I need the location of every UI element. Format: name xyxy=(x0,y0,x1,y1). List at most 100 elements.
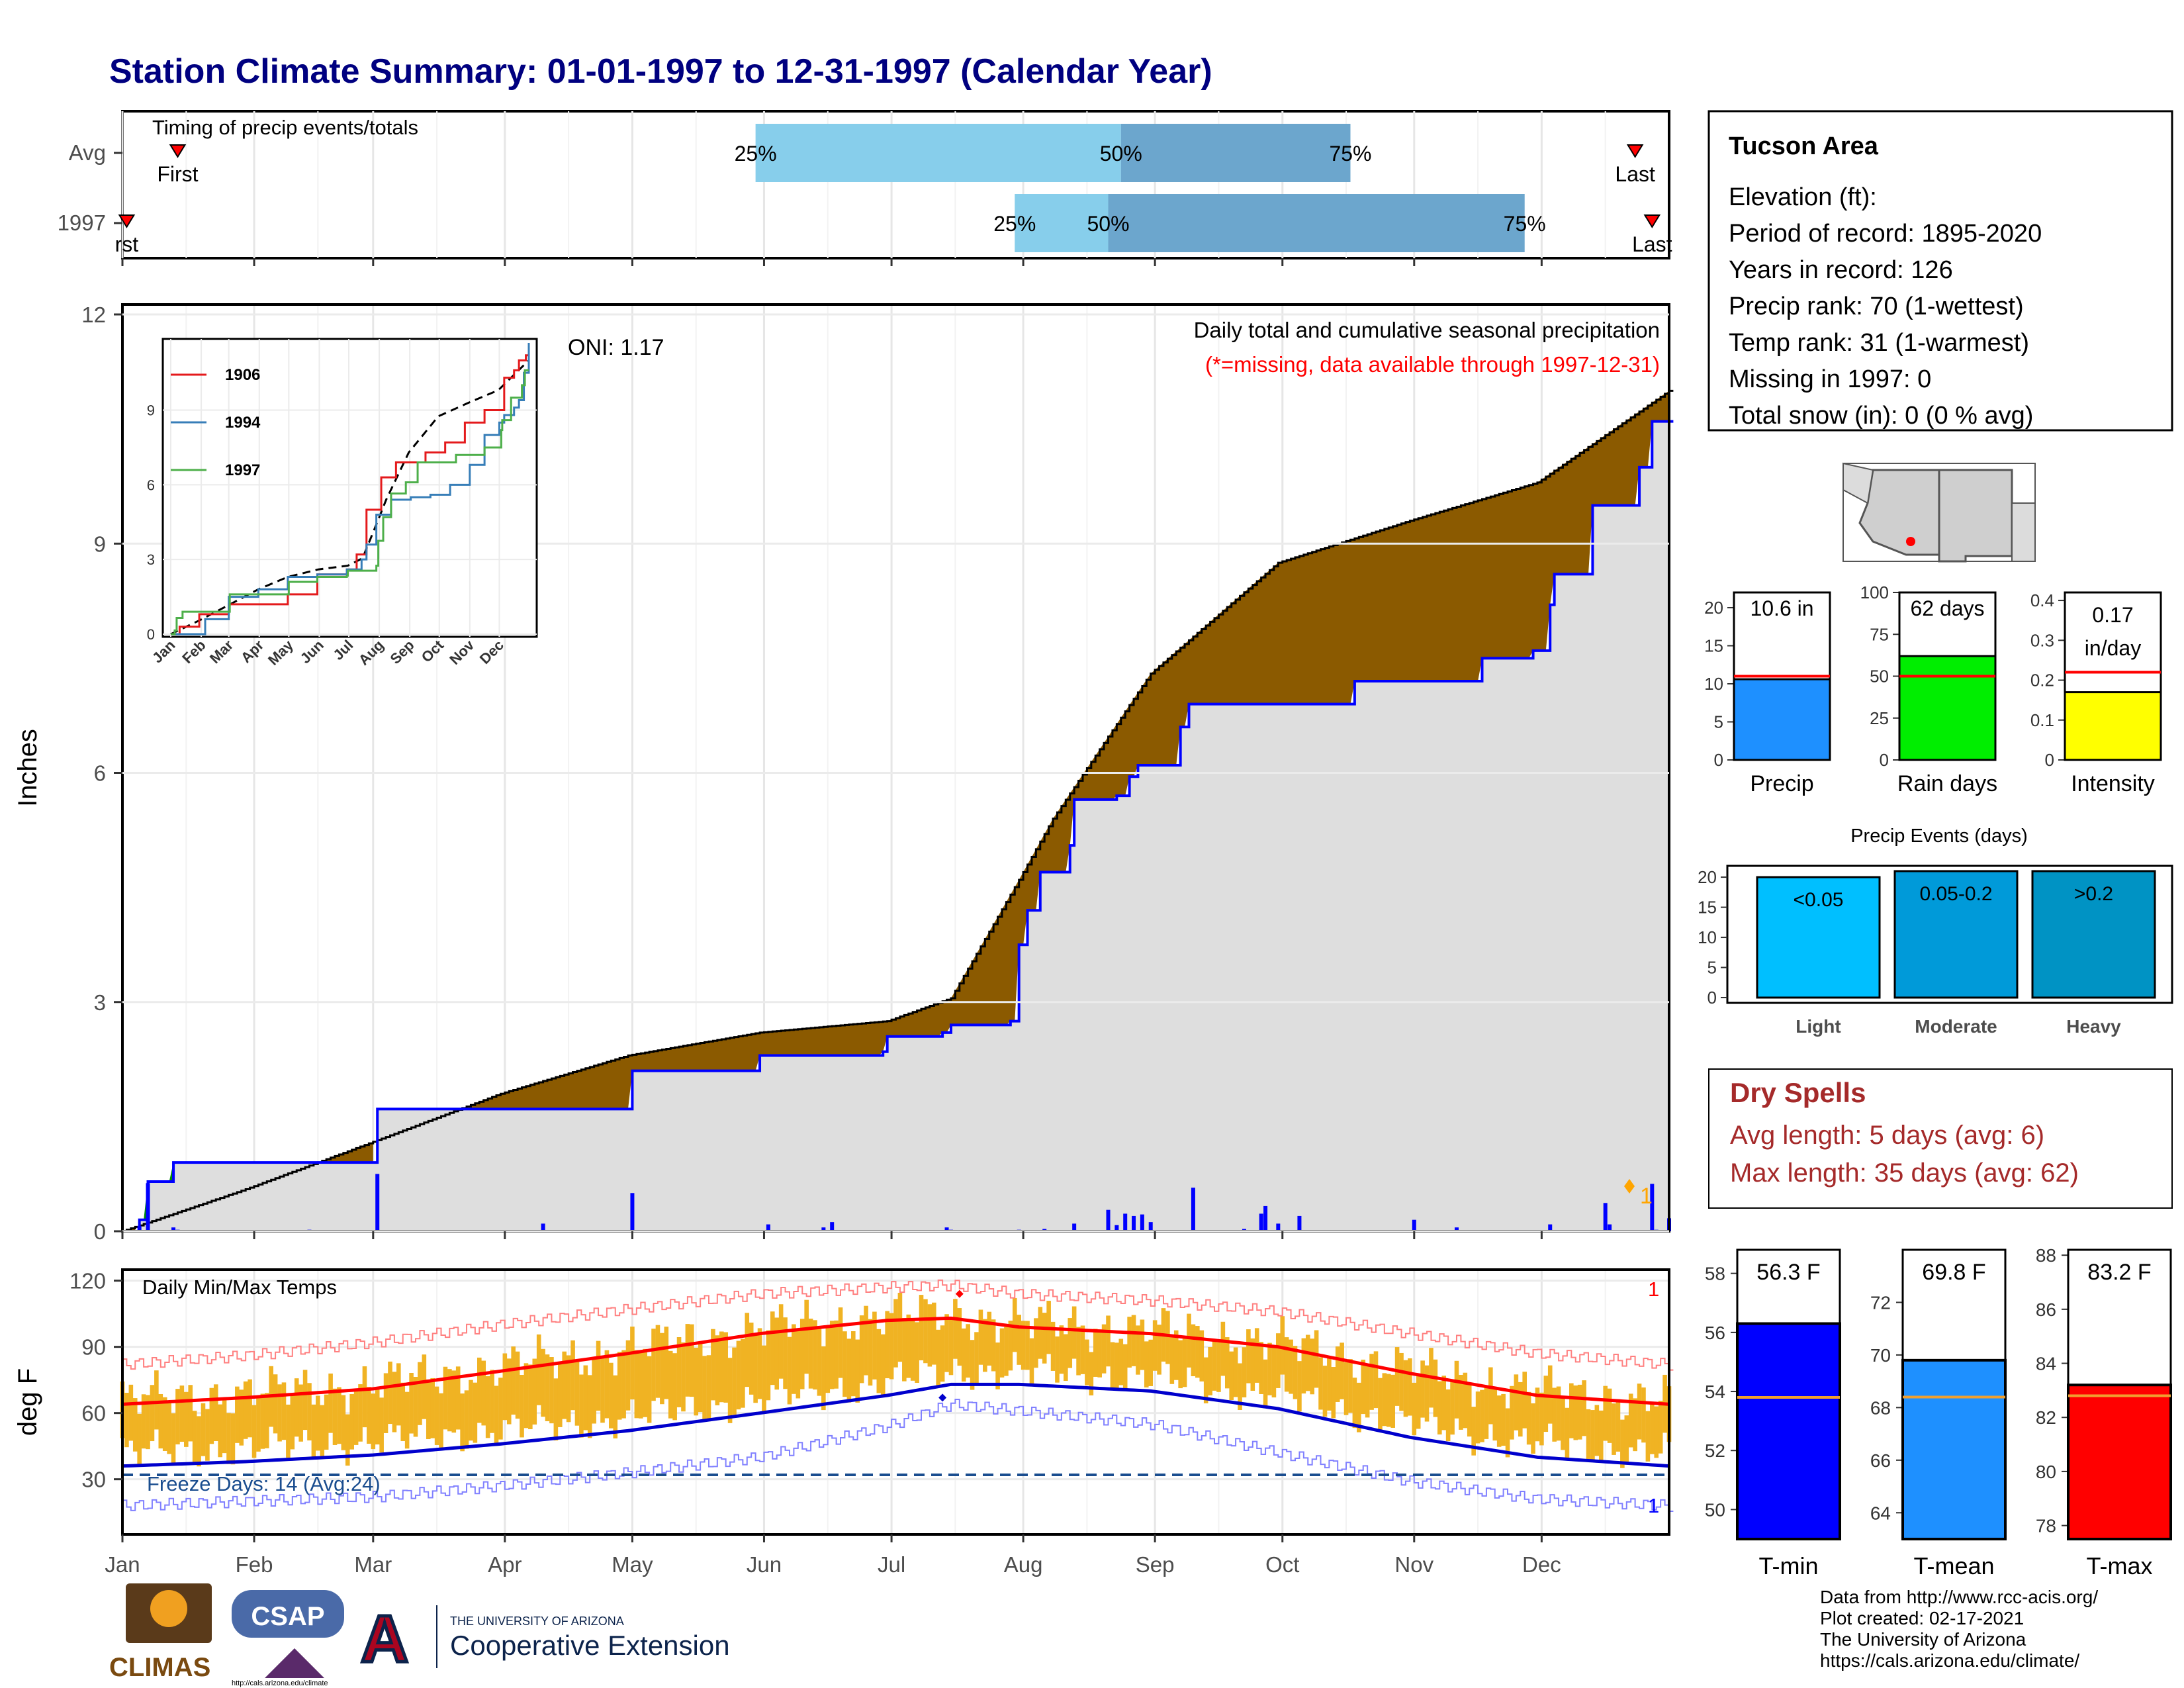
daily-temp-range-bar xyxy=(1157,1325,1161,1375)
inset-y-tick-label: 3 xyxy=(147,551,155,568)
daily-temp-range-bar xyxy=(345,1414,350,1466)
daily-temp-range-bar xyxy=(842,1331,847,1397)
daily-temp-range-bar xyxy=(834,1320,839,1389)
daily-temp-range-bar xyxy=(209,1387,214,1444)
daily-temp-range-bar xyxy=(1590,1410,1595,1460)
timing-first-marker xyxy=(118,214,136,228)
month-label: Nov xyxy=(1394,1552,1433,1577)
temp-panel-label: Daily Min/Max Temps xyxy=(142,1276,337,1299)
daily-temp-range-bar xyxy=(1352,1378,1357,1429)
month-label: Jan xyxy=(105,1552,140,1577)
daily-temp-range-bar xyxy=(562,1351,567,1419)
daily-temp-range-bar xyxy=(1480,1389,1484,1442)
station-location-dot xyxy=(1906,537,1915,546)
daily-temp-range-bar xyxy=(749,1322,754,1395)
daily-temp-range-bar xyxy=(889,1313,894,1380)
daily-temp-range-bar xyxy=(1050,1321,1056,1371)
daily-temp-range-bar xyxy=(1454,1360,1459,1419)
daily-temp-range-bar xyxy=(430,1378,435,1438)
daily-temp-range-bar xyxy=(1343,1362,1349,1415)
record-min-line xyxy=(122,1399,1674,1512)
daily-precip-bar xyxy=(821,1227,826,1231)
daily-temp-range-bar xyxy=(1115,1342,1119,1389)
daily-temp-range-bar xyxy=(1085,1339,1089,1385)
daily-precip-bar xyxy=(137,1225,142,1231)
daily-temp-range-bar xyxy=(651,1329,656,1401)
daily-precip-bar xyxy=(1454,1227,1459,1231)
temp-summary-y-tick-label: 78 xyxy=(2036,1516,2056,1536)
daily-temp-range-bar xyxy=(1382,1373,1387,1427)
summary-value-label: 62 days xyxy=(1910,596,1984,620)
daily-temp-range-bar xyxy=(1208,1346,1212,1395)
temp-y-label: deg F xyxy=(13,1368,42,1436)
temp-summary-y-tick-label: 64 xyxy=(1870,1503,1891,1523)
daily-temp-range-bar xyxy=(880,1334,886,1397)
daily-temp-range-bar xyxy=(1008,1321,1013,1371)
daily-temp-range-bar xyxy=(1212,1340,1217,1391)
average-max-line xyxy=(122,1316,1670,1406)
daily-temp-range-bar xyxy=(404,1391,410,1449)
daily-temp-range-bar xyxy=(1403,1360,1408,1417)
daily-temp-range-bar xyxy=(757,1328,762,1399)
temp-summary-y-tick-label: 54 xyxy=(1705,1382,1725,1402)
daily-precip-bar xyxy=(1276,1223,1281,1231)
month-label: Jul xyxy=(878,1552,905,1577)
daily-temp-range-bar xyxy=(690,1324,694,1397)
daily-precip-bar xyxy=(630,1193,635,1231)
daily-temp-range-bar xyxy=(1556,1386,1561,1441)
summary-category-label: Intensity xyxy=(2071,771,2155,796)
daily-temp-range-bar xyxy=(1284,1337,1289,1392)
daily-temp-range-bar xyxy=(609,1362,614,1429)
daily-temp-range-bar xyxy=(235,1386,240,1443)
precip-y-tick-label: 0 xyxy=(94,1219,106,1244)
inset-legend-label-1997: 1997 xyxy=(225,461,260,479)
summary-y-tick-label: 25 xyxy=(1870,708,1889,728)
daily-temp-range-bar xyxy=(1628,1393,1633,1448)
daily-temp-range-bar xyxy=(150,1385,155,1442)
events-range-label: >0.2 xyxy=(2074,883,2113,905)
daily-temp-range-bar xyxy=(592,1356,596,1424)
daily-temp-range-bar xyxy=(741,1338,745,1408)
daily-temp-range-bar xyxy=(787,1336,792,1405)
daily-temp-range-bar xyxy=(1131,1315,1136,1366)
daily-temp-range-bar xyxy=(1182,1338,1187,1387)
daily-temp-range-bar xyxy=(1552,1387,1557,1442)
daily-temp-range-bar xyxy=(897,1292,903,1362)
temp-summary-bar-T-max xyxy=(2067,1383,2172,1540)
daily-temp-range-bar xyxy=(711,1329,715,1401)
missing-note: (*=missing, data available through 1997-… xyxy=(1205,352,1660,377)
daily-temp-range-bar xyxy=(158,1393,163,1449)
average-cumulative-line xyxy=(122,389,1674,1233)
daily-temp-range-bar xyxy=(961,1328,966,1382)
station-info-box: Tucson Area Elevation (ft): Period of rec… xyxy=(1707,110,2173,432)
timing-first-marker xyxy=(169,144,187,158)
daily-temp-range-bar xyxy=(494,1385,499,1446)
daily-temp-range-bar xyxy=(226,1413,231,1464)
timing-bar-q50-q75 xyxy=(1108,194,1525,252)
daily-temp-range-bar xyxy=(987,1311,992,1366)
daily-temp-range-bar xyxy=(655,1325,660,1398)
daily-temp-range-bar xyxy=(422,1354,427,1419)
daily-temp-range-bar xyxy=(520,1375,524,1438)
ua-a-logo: A xyxy=(361,1602,408,1676)
inset-series-line-1997 xyxy=(171,369,529,635)
daily-temp-range-bar xyxy=(596,1340,601,1411)
daily-precip-bar xyxy=(1263,1205,1268,1231)
daily-temp-range-bar xyxy=(1242,1347,1247,1397)
daily-temp-range-bar xyxy=(783,1317,788,1389)
daily-temp-range-bar xyxy=(1394,1347,1400,1406)
climas-logo-text: CLIMAS xyxy=(109,1653,210,1682)
daily-temp-range-bar xyxy=(948,1319,954,1376)
events-category-label: Heavy xyxy=(2066,1016,2121,1037)
daily-temp-range-bar xyxy=(910,1319,915,1381)
daily-temp-range-bar xyxy=(1271,1345,1277,1398)
daily-temp-range-bar xyxy=(813,1320,817,1390)
events-category-label: Light xyxy=(1796,1016,1841,1037)
daily-temp-range-bar xyxy=(999,1328,1005,1378)
csap-mountain-icon xyxy=(265,1648,324,1678)
events-y-tick-label: 20 xyxy=(1698,867,1717,887)
daily-temp-range-bar xyxy=(1561,1398,1565,1450)
daily-temp-range-bar xyxy=(1424,1365,1430,1422)
daily-temp-range-bar xyxy=(885,1311,889,1379)
